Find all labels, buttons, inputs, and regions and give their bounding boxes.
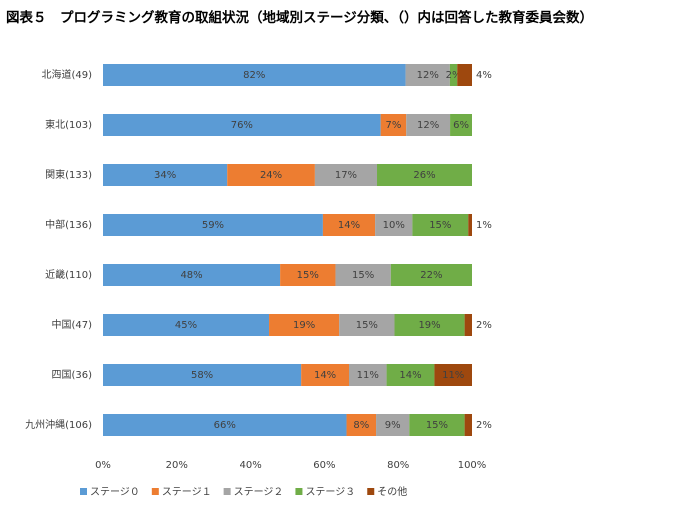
legend-label: ステージ３ bbox=[305, 487, 355, 498]
data-label: 59% bbox=[202, 220, 224, 231]
legend-swatch bbox=[80, 488, 87, 495]
bar-segment bbox=[386, 364, 435, 386]
bar-segment bbox=[406, 114, 451, 136]
y-tick-label: 北海道(49) bbox=[41, 68, 92, 81]
data-label: 12% bbox=[417, 120, 439, 131]
bar-segment bbox=[227, 164, 315, 186]
data-label: 12% bbox=[417, 70, 439, 81]
bar-segment bbox=[280, 264, 336, 286]
bar-segment bbox=[434, 364, 472, 386]
data-label: 11% bbox=[442, 370, 464, 381]
bar-segment bbox=[349, 364, 387, 386]
bar-segment bbox=[468, 214, 472, 236]
bar-segment bbox=[464, 314, 472, 336]
y-tick-label: 近畿(110) bbox=[45, 268, 92, 281]
legend-swatch bbox=[223, 488, 231, 495]
data-label: 7% bbox=[386, 120, 402, 131]
data-label: 8% bbox=[353, 420, 369, 431]
bar-segment bbox=[405, 64, 450, 86]
bar-segment bbox=[390, 264, 472, 286]
data-label: 58% bbox=[191, 370, 213, 381]
legend-swatch bbox=[367, 488, 375, 495]
x-tick-label: 80% bbox=[387, 460, 409, 471]
data-label: 17% bbox=[335, 170, 357, 181]
legend-swatch bbox=[151, 488, 159, 495]
data-label: 76% bbox=[231, 120, 253, 131]
data-label: 19% bbox=[418, 320, 440, 331]
data-label: 4% bbox=[476, 70, 492, 81]
data-label: 15% bbox=[356, 320, 378, 331]
bar-segment bbox=[380, 114, 407, 136]
bar-segment bbox=[103, 64, 406, 86]
bar-segment bbox=[314, 164, 378, 186]
bar-segment bbox=[339, 314, 395, 336]
data-label: 14% bbox=[314, 370, 336, 381]
data-label: 24% bbox=[260, 170, 282, 181]
bar-segment bbox=[322, 214, 376, 236]
data-label: 15% bbox=[297, 270, 319, 281]
bar-segment bbox=[450, 114, 472, 136]
data-label: 22% bbox=[420, 270, 442, 281]
data-label: 66% bbox=[214, 420, 236, 431]
bar-segment bbox=[409, 414, 465, 436]
chart-title: 図表５ プログラミング教育の取組状況（地域別ステージ分類、（）内は回答した教育委… bbox=[6, 9, 593, 26]
data-label: 19% bbox=[293, 320, 315, 331]
bar-segment bbox=[103, 214, 323, 236]
data-label: 48% bbox=[180, 270, 202, 281]
y-tick-label: 九州沖縄(106) bbox=[25, 418, 92, 431]
data-label: 2% bbox=[446, 70, 462, 81]
y-tick-label: 東北(103) bbox=[45, 118, 92, 131]
data-label: 14% bbox=[399, 370, 421, 381]
bar-segment bbox=[464, 414, 472, 436]
bar-segment bbox=[375, 214, 413, 236]
bar-segment bbox=[394, 314, 465, 336]
y-tick-label: 中国(47) bbox=[51, 318, 92, 331]
data-label: 45% bbox=[175, 320, 197, 331]
data-label: 10% bbox=[383, 220, 405, 231]
data-label: 15% bbox=[426, 420, 448, 431]
legend-label: その他 bbox=[377, 485, 407, 498]
bar-segment bbox=[103, 164, 228, 186]
bar-segment bbox=[457, 64, 472, 86]
bar-segment bbox=[335, 264, 391, 286]
x-tick-label: 60% bbox=[313, 460, 335, 471]
legend-swatch bbox=[295, 488, 303, 495]
bar-segment bbox=[376, 414, 410, 436]
data-label: 15% bbox=[352, 270, 374, 281]
bar-segment bbox=[103, 414, 347, 436]
y-tick-label: 中部(136) bbox=[45, 218, 92, 231]
bar-segment bbox=[269, 314, 340, 336]
data-label: 15% bbox=[429, 220, 451, 231]
data-label: 82% bbox=[243, 70, 265, 81]
legend-label: ステージ１ bbox=[162, 487, 212, 498]
x-tick-label: 100% bbox=[458, 460, 487, 471]
bar-segment bbox=[103, 264, 281, 286]
x-tick-label: 0% bbox=[95, 460, 111, 471]
x-tick-label: 20% bbox=[166, 460, 188, 471]
data-label: 26% bbox=[413, 170, 435, 181]
y-tick-label: 関東(133) bbox=[45, 168, 92, 181]
bar-segment bbox=[103, 314, 270, 336]
bar-segment bbox=[301, 364, 349, 386]
x-tick-label: 40% bbox=[239, 460, 261, 471]
bar-segment bbox=[412, 214, 469, 236]
data-label: 9% bbox=[385, 420, 401, 431]
data-label: 2% bbox=[476, 320, 492, 331]
bar-segment bbox=[103, 364, 302, 386]
y-tick-label: 四国(36) bbox=[51, 369, 92, 381]
data-label: 34% bbox=[154, 170, 176, 181]
data-label: 2% bbox=[476, 420, 492, 431]
bar-segment bbox=[377, 164, 472, 186]
bar-segment bbox=[103, 114, 381, 136]
bar-segment bbox=[449, 64, 458, 86]
data-label: 11% bbox=[357, 370, 379, 381]
data-label: 6% bbox=[453, 120, 469, 131]
legend-label: ステージ０ bbox=[90, 487, 140, 498]
data-label: 14% bbox=[338, 220, 360, 231]
legend-label: ステージ２ bbox=[234, 487, 284, 498]
data-label: 1% bbox=[476, 220, 492, 231]
bar-segment bbox=[346, 414, 377, 436]
